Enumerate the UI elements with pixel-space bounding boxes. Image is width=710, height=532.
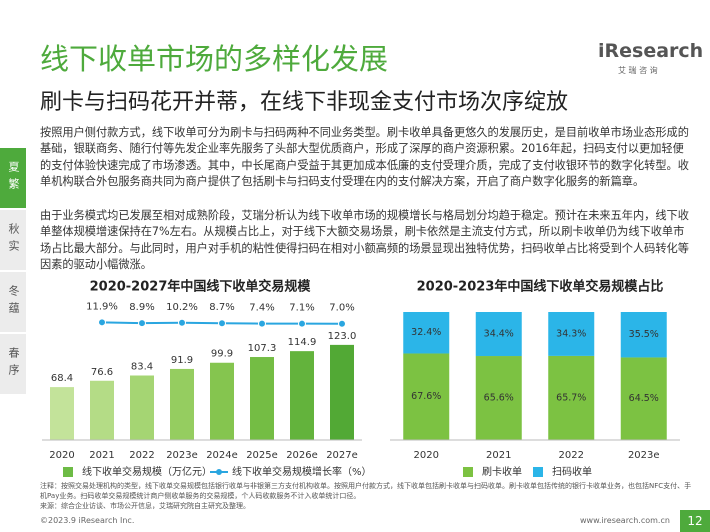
bar-label: 123.0 xyxy=(328,331,357,342)
bar-label: 114.9 xyxy=(288,337,317,348)
x-tick-label: 2020 xyxy=(49,450,74,461)
segment-label: 32.4% xyxy=(411,327,441,338)
x-tick-label: 2022 xyxy=(129,450,154,461)
growth-label: 11.9% xyxy=(86,301,118,312)
growth-label: 7.4% xyxy=(249,303,274,314)
growth-point xyxy=(138,319,146,328)
bar xyxy=(50,387,74,440)
growth-point xyxy=(298,319,306,328)
side-tab[interactable]: 冬蕴 xyxy=(0,272,26,332)
segment-label: 65.6% xyxy=(484,393,514,404)
x-tick-label: 2021 xyxy=(89,450,114,461)
growth-label: 8.9% xyxy=(129,302,154,313)
x-tick-label: 2025e xyxy=(246,450,278,461)
logo-cn: 艾 瑞 咨 询 xyxy=(618,66,658,75)
copyright: ©2023.9 iResearch Inc. xyxy=(40,516,135,525)
growth-point xyxy=(178,318,186,327)
segment-label: 64.5% xyxy=(629,393,659,404)
x-tick-label: 2023e xyxy=(628,450,660,461)
growth-label: 8.7% xyxy=(209,302,234,313)
logo: iResearch xyxy=(598,40,704,62)
bar xyxy=(330,344,354,440)
x-tick-label: 2024e xyxy=(206,450,238,461)
bar xyxy=(170,368,194,440)
x-tick-label: 2027e xyxy=(326,450,358,461)
legend-label: 刷卡收单 xyxy=(482,465,522,478)
segment-label: 65.7% xyxy=(556,392,586,403)
bar xyxy=(90,380,114,440)
stack-segment xyxy=(548,312,595,356)
side-tab[interactable]: 夏繁 xyxy=(0,148,26,208)
x-tick-label: 2026e xyxy=(286,450,318,461)
bar-label: 76.6 xyxy=(91,367,113,378)
segment-label: 34.4% xyxy=(484,329,514,340)
stack-segment xyxy=(475,356,522,440)
stack-segment xyxy=(620,312,667,358)
x-tick-label: 2021 xyxy=(486,450,511,461)
url: www.iresearch.com.cn xyxy=(580,516,670,525)
legend-label: 线下收单交易规模增长率（%） xyxy=(232,465,372,478)
bar xyxy=(290,351,314,440)
bar xyxy=(130,375,154,440)
segment-label: 67.6% xyxy=(411,391,441,402)
bar-label: 91.9 xyxy=(171,355,193,366)
source: 来源：综合企业访谈、市场公开信息，艾瑞研究院自主研究及整理。 xyxy=(40,502,250,510)
x-tick-label: 2023e xyxy=(166,450,198,461)
growth-label: 7.1% xyxy=(289,303,314,314)
paragraph: 按照用户侧付款方式，线下收单可分为刷卡与扫码两种不同业务类型。刷卡收单具备更悠久… xyxy=(40,126,689,189)
growth-point xyxy=(258,319,266,328)
stack-segment xyxy=(620,357,667,440)
legend-label: 线下收单交易规模（万亿元） xyxy=(82,465,212,478)
page-number: 12 xyxy=(680,510,710,532)
x-tick-label: 2020 xyxy=(414,450,439,461)
bar xyxy=(250,357,274,440)
bar-label: 99.9 xyxy=(211,349,233,360)
stack-segment xyxy=(475,312,522,357)
chart-title: 2020-2027年中国线下收单交易规模 xyxy=(90,279,312,295)
legend-swatch xyxy=(63,467,73,477)
chart-title: 2020-2023年中国线下收单交易规模占比 xyxy=(417,279,664,295)
growth-point xyxy=(338,319,346,328)
x-tick-label: 2022 xyxy=(559,450,584,461)
legend-dot xyxy=(216,469,222,475)
page-subtitle: 刷卡与扫码花开并蒂，在线下非现金支付市场次序绽放 xyxy=(40,90,569,115)
growth-label: 7.0% xyxy=(329,303,354,314)
paragraph: 由于业务模式均已发展至相对成熟阶段，艾瑞分析认为线下收单市场的规模增长与格局划分… xyxy=(40,209,689,272)
stack-segment xyxy=(403,312,450,354)
growth-point xyxy=(218,319,226,328)
side-tab[interactable]: 秋实 xyxy=(0,210,26,270)
bar xyxy=(210,362,234,440)
bar-label: 68.4 xyxy=(51,373,73,384)
stack-segment xyxy=(403,353,450,440)
bar-label: 107.3 xyxy=(248,343,277,354)
page-title: 线下收单市场的多样化发展 xyxy=(40,42,389,76)
legend-label: 扫码收单 xyxy=(552,465,592,478)
side-tab[interactable]: 春序 xyxy=(0,334,26,394)
legend-swatch xyxy=(463,467,473,477)
bar-label: 83.4 xyxy=(131,362,153,373)
note: 注释：按照交易处理机构的类型，线下收单交易规模包括银行收单与非银第三方支付机构收… xyxy=(40,482,692,500)
growth-point xyxy=(98,318,106,327)
segment-label: 35.5% xyxy=(629,329,659,340)
segment-label: 34.3% xyxy=(556,328,586,339)
growth-label: 10.2% xyxy=(166,302,198,313)
stack-segment xyxy=(548,355,595,440)
legend-swatch xyxy=(533,467,543,477)
